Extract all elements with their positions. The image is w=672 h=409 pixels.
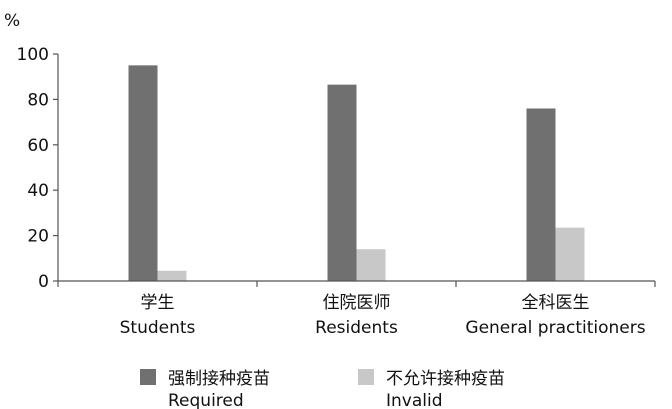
bar-required-general-practitioners <box>526 108 556 281</box>
y-axis-unit-label: % <box>4 11 20 31</box>
x-category-label-en: General practitioners <box>465 318 645 338</box>
legend-label-en: Invalid <box>386 391 443 409</box>
legend-swatch <box>358 369 374 385</box>
y-tick-label: 20 <box>27 227 49 247</box>
x-category-label-en: Residents <box>315 318 398 338</box>
legend-label-zh: 不允许接种疫苗 <box>386 369 505 389</box>
y-tick-label: 80 <box>27 90 49 110</box>
x-axis-categories: 学生 Students 住院医师 Residents 全科医生 General pract… <box>57 281 656 338</box>
bar-invalid-residents <box>356 249 386 281</box>
y-axis-ticks: 0 20 40 60 80 100 <box>17 45 58 292</box>
bar-invalid-students <box>157 270 187 281</box>
bar-required-residents <box>327 84 357 282</box>
x-category-label-en: Students <box>120 318 196 338</box>
bar-required-students <box>128 65 158 281</box>
x-category-label-zh: 住院医师 <box>323 293 391 313</box>
bar-invalid-general-practitioners <box>555 227 585 281</box>
legend-label-en: Required <box>168 391 244 409</box>
x-category-label-zh: 全科医生 <box>522 293 590 313</box>
y-tick-label: 40 <box>27 181 49 201</box>
x-category-label-zh: 学生 <box>141 293 175 313</box>
legend: 强制接种疫苗 Required 不允许接种疫苗 Invalid <box>140 369 505 409</box>
bars <box>128 65 585 282</box>
y-tick-label: 0 <box>38 272 49 292</box>
y-tick-label: 100 <box>17 45 49 65</box>
y-tick-label: 60 <box>27 136 49 156</box>
legend-label-zh: 强制接种疫苗 <box>168 369 270 389</box>
legend-swatch <box>140 369 156 385</box>
